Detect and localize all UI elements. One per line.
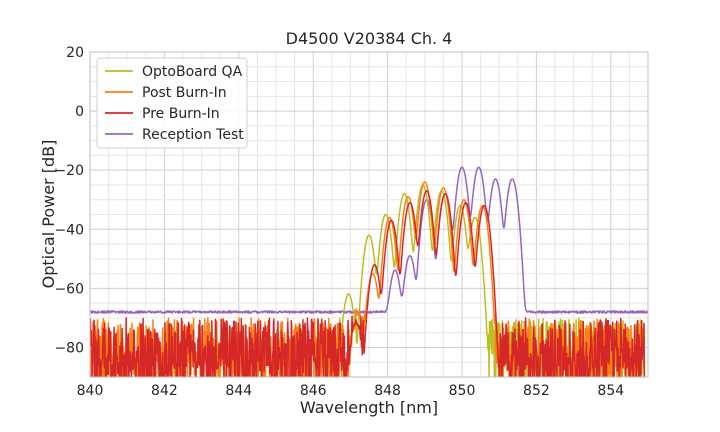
chart-title: D4500 V20384 Ch. 4 [286,29,453,48]
y-tick-label: −40 [54,222,84,238]
y-tick-label: 20 [66,45,84,61]
x-tick-label: 840 [77,383,104,399]
x-tick-label: 854 [597,383,624,399]
legend-entry: Post Burn-In [142,85,227,101]
y-tick-labels: 20 0 −20 −40 −60 −80 [54,45,84,356]
series-line-pre-burn-in [90,190,646,377]
x-tick-label: 846 [300,383,327,399]
y-tick-label: −20 [54,163,84,179]
legend-entry: OptoBoard QA [142,64,243,80]
series-line-reception-test [90,166,648,314]
y-tick-label: −60 [54,281,84,297]
x-tick-labels: 840 842 844 846 848 850 852 854 [77,383,625,399]
y-tick-label: −80 [54,340,84,356]
x-tick-label: 848 [374,383,401,399]
y-tick-label: 0 [75,104,84,120]
plot-frame [89,51,649,378]
legend: OptoBoard QA Post Burn-In Pre Burn-In Recep… [96,57,248,149]
x-tick-label: 842 [151,383,178,399]
x-axis-label: Wavelength [nm] [300,398,438,417]
series-layer [90,166,648,377]
legend-entry: Pre Burn-In [142,106,220,122]
y-axis-label: Optical Power [dB] [39,140,58,289]
legend-entry: Reception Test [142,127,244,143]
x-tick-label: 844 [225,383,252,399]
legend-box [96,57,248,149]
x-tick-label: 852 [523,383,550,399]
x-tick-label: 850 [449,383,476,399]
